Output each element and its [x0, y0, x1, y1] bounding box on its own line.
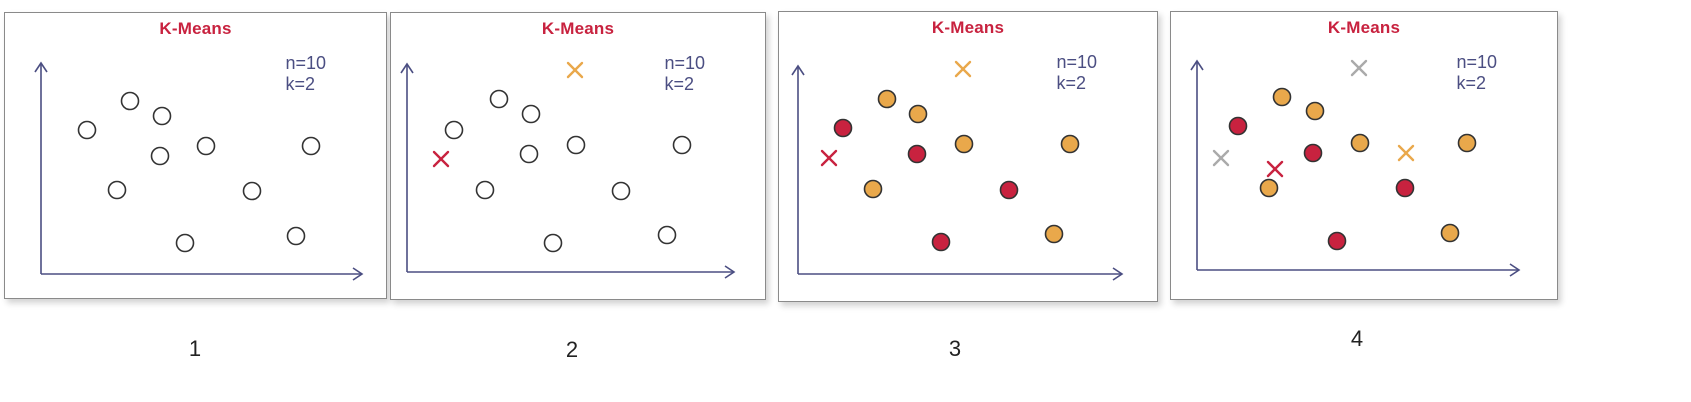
data-point: [521, 104, 541, 124]
data-point: [196, 136, 216, 156]
scatter-plot: [1190, 59, 1521, 277]
panel-params: n=10 k=2: [664, 53, 705, 95]
centroid-x-icon: [954, 60, 972, 78]
kmeans-panel-2: K-Means n=10 k=2: [390, 12, 766, 300]
y-axis-arrow: [791, 64, 805, 76]
data-point: [1259, 178, 1279, 198]
scatter-plot: [34, 61, 364, 281]
data-point: [1272, 87, 1292, 107]
panel-title: K-Means: [159, 19, 232, 38]
centroid-x-icon: [1350, 59, 1368, 77]
data-point: [519, 144, 539, 164]
panel-title: K-Means: [541, 19, 615, 38]
kmeans-panel-1: K-Means n=10 k=2: [4, 12, 387, 299]
centroid-x-icon: [820, 149, 838, 167]
scatter-plot: [791, 60, 1124, 281]
data-point: [657, 225, 677, 245]
data-point: [1303, 143, 1323, 163]
kmeans-panel-3: K-Means n=10 k=2: [778, 11, 1158, 302]
panel-params: n=10 k=2: [1456, 52, 1497, 94]
data-point: [863, 179, 883, 199]
data-point: [77, 120, 97, 140]
param-n: n=10: [1056, 52, 1097, 72]
centroid-x-icon: [1397, 144, 1415, 162]
centroid-x-icon: [432, 150, 450, 168]
data-point: [566, 135, 586, 155]
data-point: [1228, 116, 1248, 136]
data-point: [543, 233, 563, 253]
data-point: [954, 134, 974, 154]
data-point: [611, 181, 631, 201]
data-point: [1457, 133, 1477, 153]
data-point: [242, 181, 262, 201]
data-point: [489, 89, 509, 109]
data-point: [907, 144, 927, 164]
param-k: k=2: [285, 74, 315, 94]
y-axis-arrow: [400, 62, 414, 74]
param-n: n=10: [664, 53, 705, 73]
data-point: [1350, 133, 1370, 153]
data-point: [1060, 134, 1080, 154]
panel-params: n=10 k=2: [285, 53, 326, 95]
param-n: n=10: [285, 53, 326, 73]
centroid-x-icon: [566, 61, 584, 79]
data-point: [444, 120, 464, 140]
data-point: [908, 104, 928, 124]
x-axis-arrow: [352, 267, 364, 281]
panel-title: K-Means: [931, 18, 1005, 37]
data-point: [1305, 101, 1325, 121]
x-axis-arrow: [724, 265, 736, 279]
data-point: [1395, 178, 1415, 198]
data-point: [475, 180, 495, 200]
data-point: [1440, 223, 1460, 243]
data-point: [1044, 224, 1064, 244]
data-point: [1327, 231, 1347, 251]
y-axis-arrow: [1190, 59, 1204, 71]
data-point: [152, 106, 172, 126]
kmeans-panel-4: K-Means n=10 k=2: [1170, 11, 1558, 300]
panel-caption-4: 4: [1350, 326, 1364, 351]
centroid-x-icon: [1266, 160, 1284, 178]
x-axis-arrow: [1509, 263, 1521, 277]
data-point: [999, 180, 1019, 200]
data-point: [833, 118, 853, 138]
data-point: [120, 91, 140, 111]
data-point: [301, 136, 321, 156]
data-point: [175, 233, 195, 253]
data-point: [931, 232, 951, 252]
y-axis-arrow: [34, 61, 48, 73]
scatter-plot: [400, 61, 736, 279]
panel-caption-3: 3: [948, 336, 962, 361]
data-point: [150, 146, 170, 166]
data-point: [877, 89, 897, 109]
panel-caption-2: 2: [565, 337, 579, 362]
data-point: [107, 180, 127, 200]
param-k: k=2: [1456, 73, 1486, 93]
panel-title: K-Means: [1327, 18, 1401, 37]
panel-caption-1: 1: [188, 336, 202, 361]
param-k: k=2: [1056, 73, 1086, 93]
x-axis-arrow: [1112, 267, 1124, 281]
centroid-x-icon: [1212, 149, 1230, 167]
data-point: [672, 135, 692, 155]
panel-params: n=10 k=2: [1056, 52, 1097, 94]
param-k: k=2: [664, 74, 694, 94]
param-n: n=10: [1456, 52, 1497, 72]
data-point: [286, 226, 306, 246]
